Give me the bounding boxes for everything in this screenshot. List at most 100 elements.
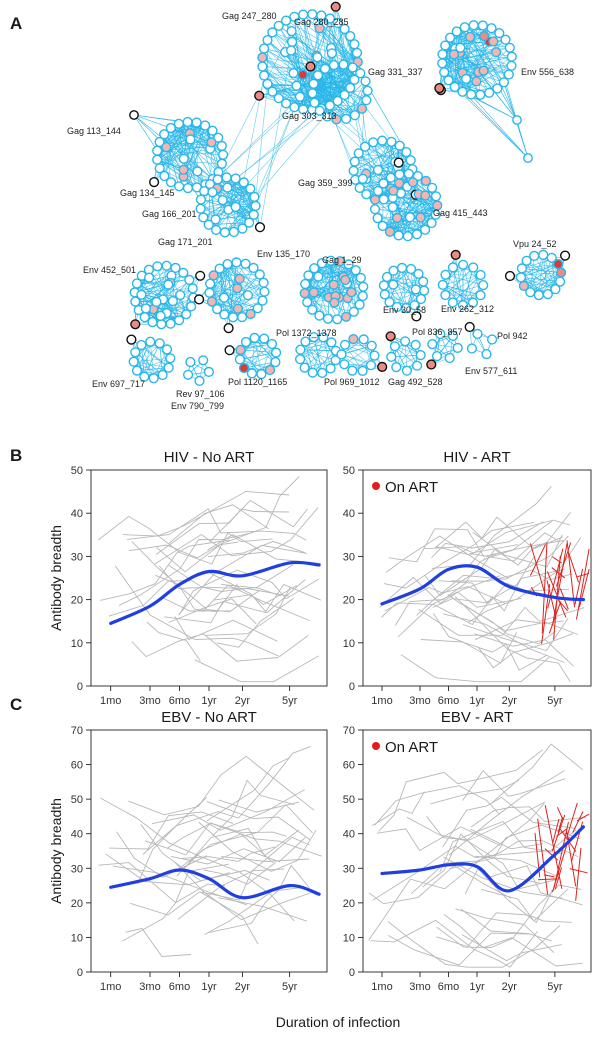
network-node — [131, 348, 140, 357]
x-tick-label: 1mo — [100, 695, 121, 707]
network-node — [145, 273, 154, 282]
network-label: Pol 1372_1378 — [276, 328, 337, 338]
network-node — [220, 293, 229, 302]
y-axis-label: Antibody breadth — [48, 525, 64, 631]
individual-line — [179, 545, 308, 615]
network-node — [196, 204, 205, 213]
network-node — [392, 363, 401, 372]
individual-trajectories — [98, 746, 321, 956]
network-node — [242, 338, 251, 347]
network-node — [339, 60, 348, 69]
network-node — [353, 49, 362, 58]
network-node — [395, 179, 404, 188]
x-tick-label: 3mo — [139, 981, 160, 993]
network-node — [476, 90, 485, 99]
individual-line — [388, 922, 560, 968]
network-node — [296, 345, 305, 354]
network-node — [401, 337, 410, 346]
network-node — [459, 260, 468, 269]
network-label: Env 556_638 — [521, 67, 574, 77]
network-node — [413, 230, 422, 239]
network-node — [373, 214, 382, 223]
network-node — [398, 264, 407, 273]
network-node — [208, 188, 217, 197]
network-node — [493, 84, 502, 93]
legend-marker-on-art — [372, 482, 380, 490]
network-edge — [453, 255, 456, 303]
network-node — [287, 46, 296, 55]
network-node — [175, 182, 184, 191]
on-art-line — [576, 549, 589, 619]
individual-line — [207, 758, 289, 821]
y-tick-label: 30 — [71, 863, 83, 875]
network-node — [441, 291, 450, 300]
network-node — [176, 291, 185, 300]
network-node — [402, 148, 411, 157]
network-node — [341, 276, 350, 285]
network-node — [445, 354, 454, 363]
network-node — [387, 353, 396, 362]
network-node — [179, 154, 188, 163]
network-label: Gag 1_29 — [322, 255, 362, 265]
network-node — [378, 136, 387, 145]
network-node — [314, 71, 323, 80]
network-node — [479, 281, 488, 290]
network-label: Gag 415_443 — [433, 208, 488, 218]
network-node — [142, 304, 151, 313]
individual-line — [145, 823, 322, 856]
network-node — [333, 315, 342, 324]
network-node — [507, 52, 516, 61]
network-node — [411, 341, 420, 350]
network-label: Gag 359_399 — [298, 178, 353, 188]
network-node — [389, 186, 398, 195]
network-label: Rev 97_106 — [176, 389, 225, 399]
network-node — [331, 2, 340, 11]
network-node — [534, 291, 543, 300]
x-tick-label: 2yr — [502, 981, 518, 993]
network-node — [205, 368, 214, 377]
individual-line — [167, 823, 286, 848]
network-node — [258, 53, 267, 62]
network-node — [482, 350, 491, 359]
network-node — [421, 225, 430, 234]
network-node — [406, 156, 415, 165]
individual-line — [207, 802, 310, 840]
network-node — [231, 203, 240, 212]
y-tick-label: 30 — [343, 863, 355, 875]
network-node — [465, 323, 474, 332]
network-node — [208, 297, 217, 306]
network-node — [361, 77, 370, 86]
network-label: Gag 171_201 — [158, 237, 213, 247]
y-tick-label: 20 — [71, 898, 83, 910]
network-node — [195, 295, 204, 304]
y-tick-label: 50 — [71, 465, 83, 477]
network-node — [131, 320, 140, 329]
y-tick-label: 10 — [71, 932, 83, 944]
network-node — [300, 289, 309, 298]
network-node — [456, 43, 465, 52]
network-node — [259, 278, 268, 287]
individual-line — [490, 744, 583, 804]
y-tick-label: 70 — [343, 725, 355, 737]
network-edge — [442, 63, 528, 158]
x-tick-label: 5yr — [282, 695, 298, 707]
network-node — [223, 260, 232, 269]
network-node — [218, 196, 227, 205]
network-node — [129, 357, 138, 366]
network-node — [328, 49, 337, 58]
network-node — [505, 43, 514, 52]
network-node — [217, 142, 226, 151]
network-node — [188, 284, 197, 293]
network-node — [327, 338, 336, 347]
individual-line — [155, 508, 318, 564]
network-node — [492, 48, 501, 57]
x-tick-label: 6mo — [169, 981, 190, 993]
y-tick-label: 60 — [71, 760, 83, 772]
y-tick-label: 40 — [343, 829, 355, 841]
network-node — [359, 335, 368, 344]
network-label: Gag 166_201 — [142, 209, 197, 219]
x-tick-label: 5yr — [547, 981, 563, 993]
network-node — [387, 137, 396, 146]
network-node — [478, 21, 487, 30]
network-node — [444, 76, 453, 85]
